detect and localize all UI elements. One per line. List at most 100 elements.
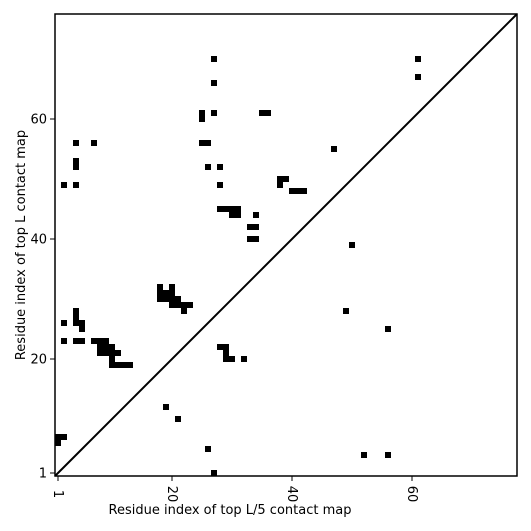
contact-cell [343, 308, 349, 314]
contact-cell [415, 56, 421, 62]
contact-cell [169, 284, 175, 290]
x-tick-label: 40 [284, 486, 299, 503]
plot-frame [54, 13, 518, 477]
contact-cell [229, 206, 235, 212]
contact-cell [91, 140, 97, 146]
contact-cell [205, 164, 211, 170]
x-axis-ticks: 1 20 40 60 [50, 476, 419, 502]
contact-cell [277, 176, 283, 182]
contact-cell [235, 212, 241, 218]
contact-cell [61, 182, 67, 188]
contact-cell [115, 350, 121, 356]
contact-cell [55, 434, 61, 440]
contact-cell [97, 338, 103, 344]
contact-cell [157, 296, 163, 302]
contact-cell [199, 140, 205, 146]
contact-cell [169, 302, 175, 308]
y-axis-ticks: 1 20 40 60 [30, 113, 55, 482]
contact-cell [211, 80, 217, 86]
contact-cell [247, 224, 253, 230]
contact-cell [115, 362, 121, 368]
contact-cell [265, 110, 271, 116]
contact-cell [61, 320, 67, 326]
contact-cell [163, 290, 169, 296]
contact-cell [295, 188, 301, 194]
contact-cell [175, 296, 181, 302]
contact-cell [61, 338, 67, 344]
contact-cell [157, 290, 163, 296]
contact-cell [223, 344, 229, 350]
contact-cell [217, 344, 223, 350]
contact-cell [241, 356, 247, 362]
contact-cell [127, 362, 133, 368]
contact-cell [361, 452, 367, 458]
contact-cell [205, 140, 211, 146]
contact-cell [211, 56, 217, 62]
y-axis-title: Residue index of top L contact map [14, 130, 29, 360]
contact-cell [217, 182, 223, 188]
contact-cell [235, 206, 241, 212]
contact-cell [229, 212, 235, 218]
contact-cell [121, 362, 127, 368]
contact-cell [211, 470, 217, 476]
contact-cell [79, 320, 85, 326]
contact-cell [253, 212, 259, 218]
contact-cell [169, 290, 175, 296]
contact-cell [205, 446, 211, 452]
contact-cell [73, 182, 79, 188]
contact-cell [223, 206, 229, 212]
y-tick-label: 1 [39, 467, 47, 482]
contact-cell [103, 338, 109, 344]
contact-cell [253, 236, 259, 242]
contact-cell [109, 362, 115, 368]
contact-cell [109, 350, 115, 356]
contact-cell [91, 338, 97, 344]
contact-cell [217, 206, 223, 212]
contact-cell [109, 344, 115, 350]
y-tick-label: 60 [30, 113, 47, 128]
contact-cell [79, 326, 85, 332]
contact-cell [97, 344, 103, 350]
contact-cell [73, 158, 79, 164]
y-tick-label: 40 [30, 233, 47, 248]
contact-cell [175, 416, 181, 422]
contact-cell [217, 164, 223, 170]
y-tick-label: 20 [30, 353, 47, 368]
contact-cell [163, 404, 169, 410]
contact-cell [73, 308, 79, 314]
contact-cell [73, 164, 79, 170]
contact-cell [55, 440, 61, 446]
contact-cell [223, 356, 229, 362]
contact-cell [73, 140, 79, 146]
contact-cell [277, 182, 283, 188]
contact-cell [79, 338, 85, 344]
diagonal-line [54, 13, 518, 477]
contact-cell [157, 284, 163, 290]
contact-cell [229, 356, 235, 362]
contact-cell [223, 350, 229, 356]
contact-cell [181, 302, 187, 308]
contact-cell [289, 188, 295, 194]
contact-cell [199, 110, 205, 116]
contact-cell [253, 224, 259, 230]
x-tick-label: 20 [164, 486, 179, 503]
contact-cell [211, 110, 217, 116]
contact-cells [55, 56, 421, 476]
x-tick-label: 60 [404, 486, 419, 503]
contact-cell [73, 320, 79, 326]
contact-cell [163, 296, 169, 302]
contact-cell [169, 296, 175, 302]
contact-cell [385, 326, 391, 332]
contact-cell [349, 242, 355, 248]
x-tick-label: 1 [50, 490, 65, 498]
contact-cell [385, 452, 391, 458]
contact-cell [103, 344, 109, 350]
contact-cell [61, 434, 67, 440]
contact-cell [415, 74, 421, 80]
contact-cell [97, 350, 103, 356]
contact-cell [187, 302, 193, 308]
contact-cell [73, 314, 79, 320]
contact-cell [301, 188, 307, 194]
contact-cell [331, 146, 337, 152]
